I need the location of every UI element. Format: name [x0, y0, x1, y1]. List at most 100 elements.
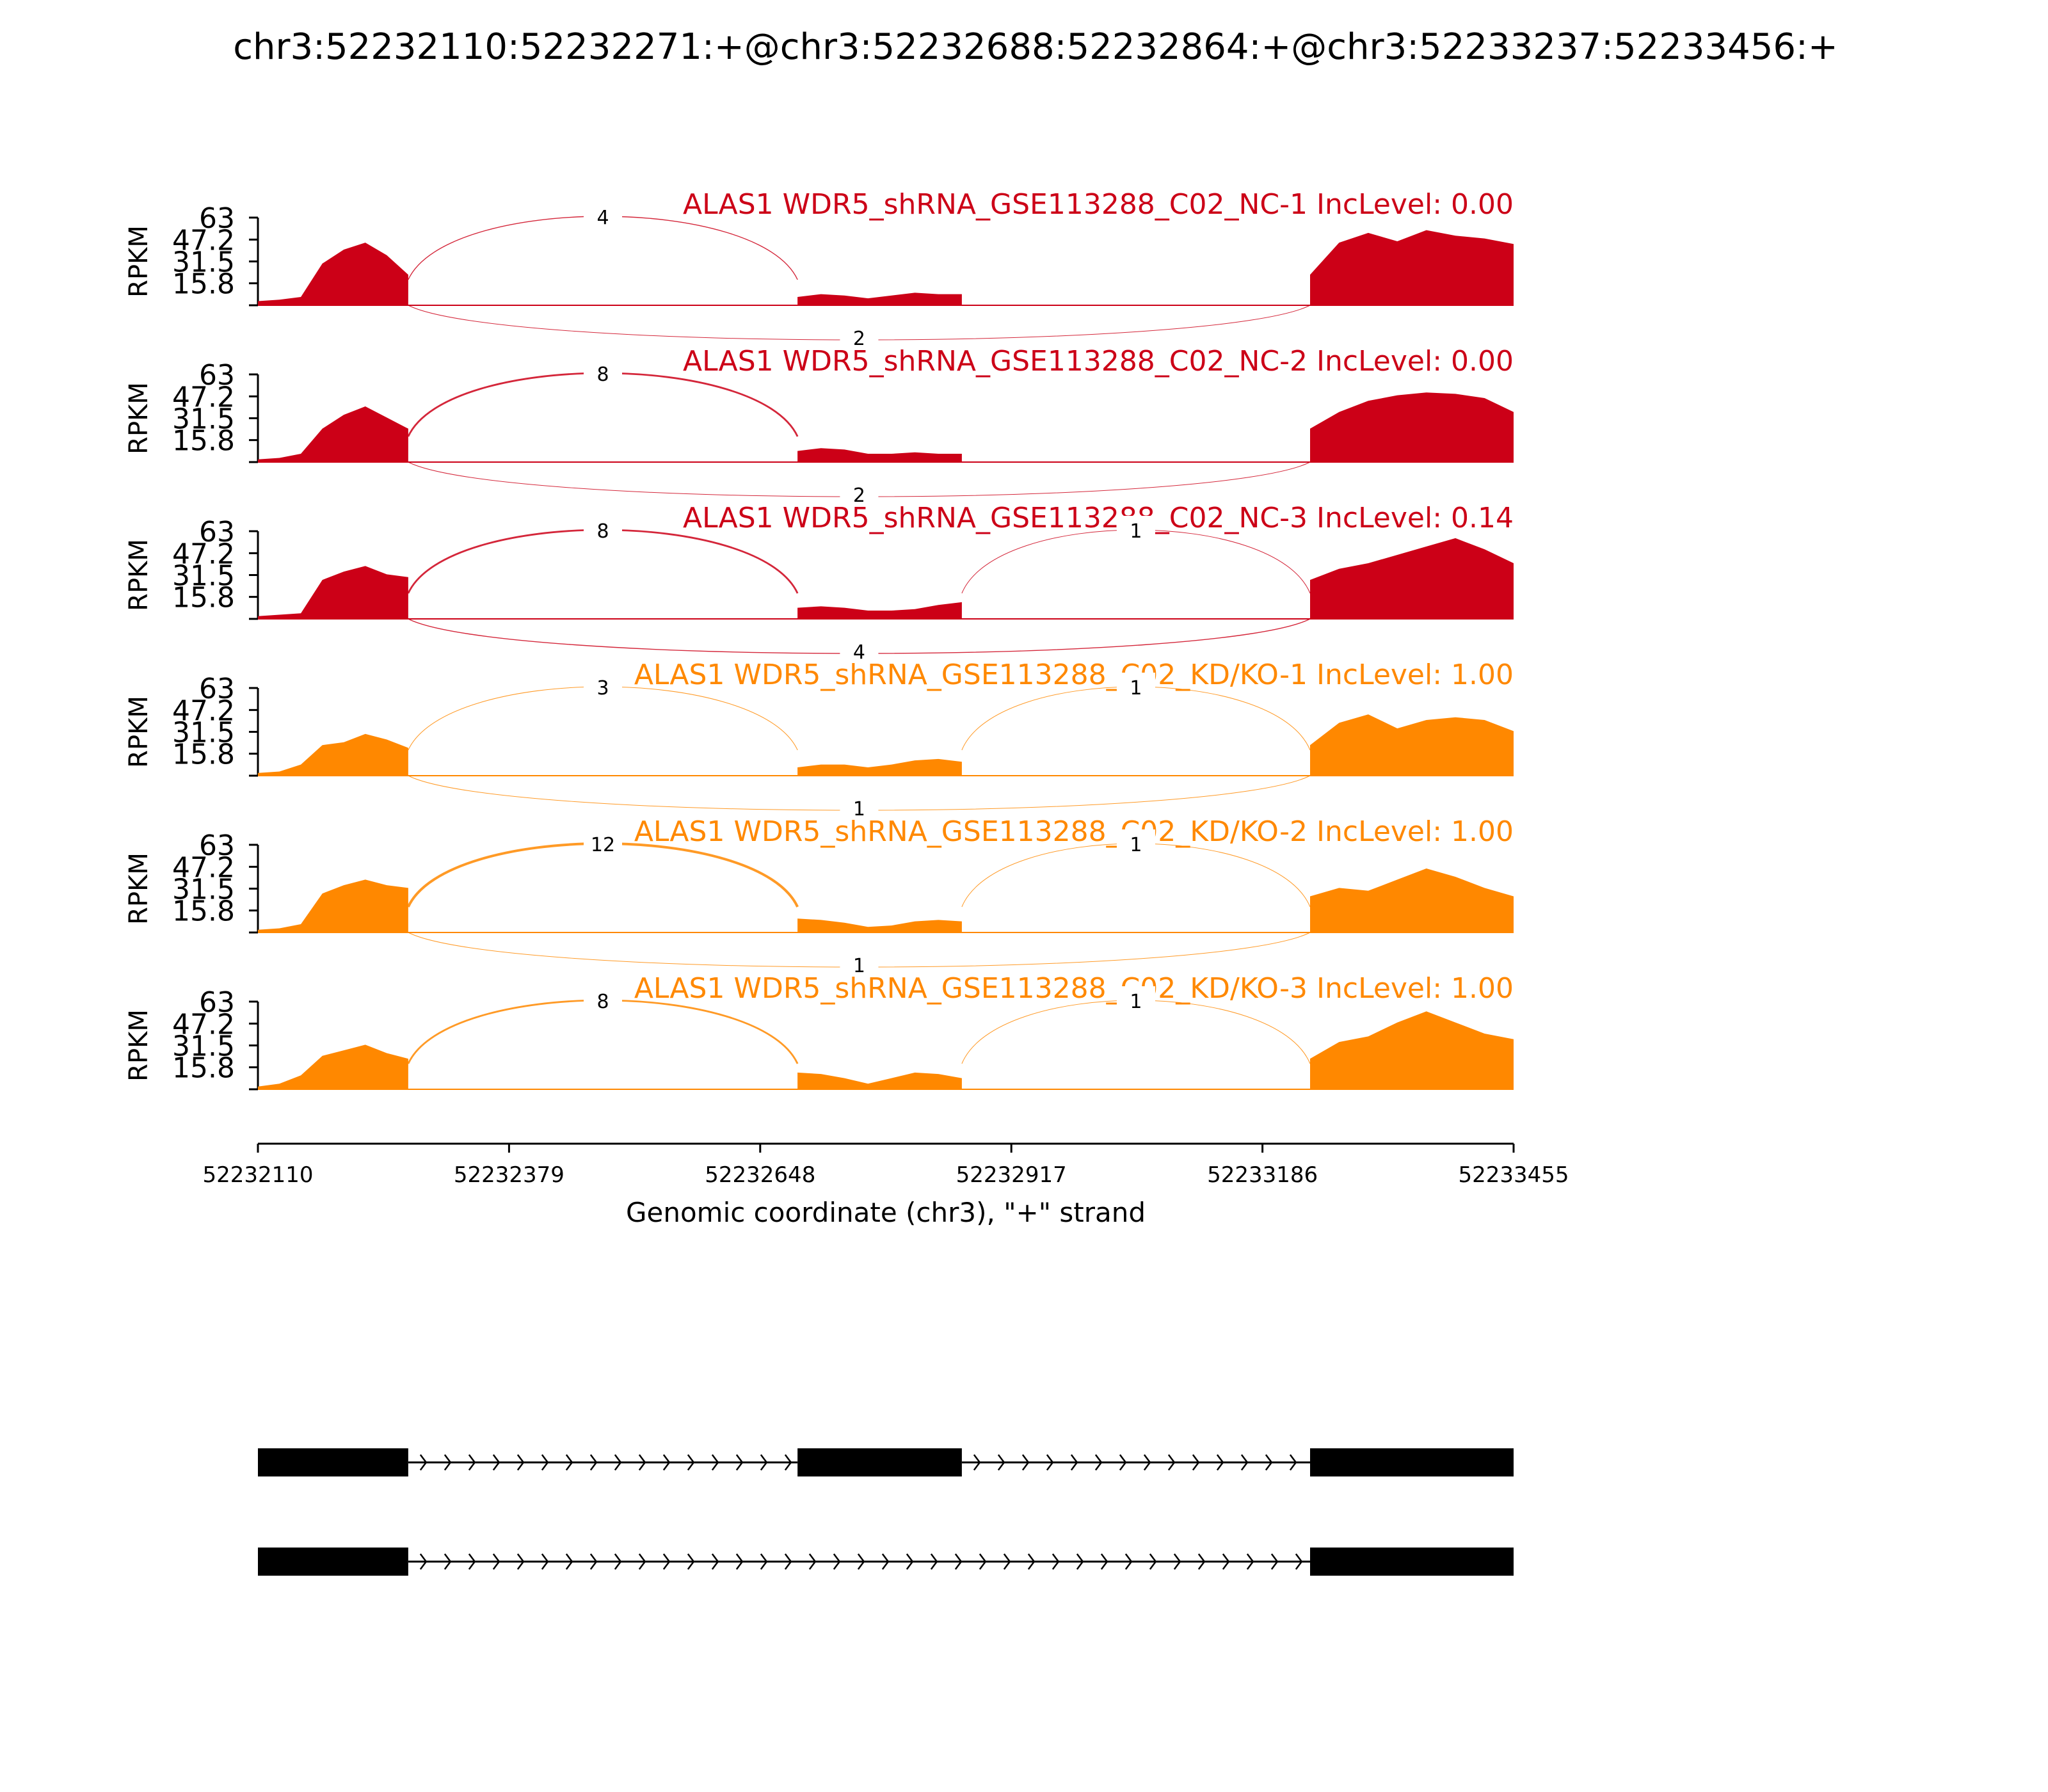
strand-arrow-icon: [1052, 1553, 1060, 1570]
junction-count: 2: [853, 484, 865, 507]
strand-arrow-icon: [1222, 1553, 1230, 1570]
x-axis: 52232110 52232379 52232648 52232917 52233186…: [202, 1142, 1569, 1228]
coverage-area: [258, 406, 408, 462]
x-tick-label: 52233455: [1458, 1162, 1569, 1188]
strand-arrow-icon: [419, 1553, 428, 1570]
x-tick-label: 52232110: [202, 1162, 313, 1188]
strand-arrow-icon: [784, 1454, 792, 1471]
junction-label-bg: [584, 359, 623, 385]
junction-count: 8: [596, 520, 609, 543]
strand-arrow-icon: [1167, 1454, 1176, 1471]
y-tick-label: 31.5: [172, 403, 235, 436]
strand-arrow-icon: [784, 1553, 792, 1570]
coverage-area: [258, 879, 408, 932]
strand-arrow-icon: [541, 1553, 549, 1570]
y-axis-label: RPKM: [124, 1009, 154, 1082]
strand-arrow-icon: [492, 1553, 500, 1570]
strand-arrow-icon: [662, 1553, 671, 1570]
coverage-area: [1309, 714, 1514, 776]
coverage-area: [1309, 868, 1514, 932]
junction-count: 8: [596, 364, 609, 386]
coverage-area: [258, 566, 408, 619]
y-tick-label: 63: [199, 516, 235, 548]
y-tick-label: 63: [199, 673, 235, 705]
coverage-area: [258, 1044, 408, 1089]
strand-arrow-icon: [954, 1553, 963, 1570]
strand-arrow-icon: [589, 1454, 598, 1471]
strand-arrow-icon: [1240, 1454, 1249, 1471]
junction-label-bg: [584, 202, 623, 228]
isoform-panel: [258, 1448, 1514, 1576]
junction-label-bg: [584, 673, 623, 698]
x-tick-label: 52232379: [454, 1162, 564, 1188]
x-axis-label: Genomic coordinate (chr3), "+" strand: [626, 1197, 1146, 1228]
track-label: ALAS1 WDR5_shRNA_GSE113288_C02_NC-1 IncL…: [683, 188, 1514, 221]
coverage-area: [797, 758, 962, 776]
strand-arrow-icon: [541, 1454, 549, 1471]
strand-arrow-icon: [492, 1454, 500, 1471]
strand-arrow-icon: [1149, 1553, 1157, 1570]
strand-arrow-icon: [1295, 1553, 1303, 1570]
y-tick-label: 15.8: [172, 425, 235, 458]
strand-arrow-icon: [1076, 1553, 1084, 1570]
y-tick-label: 31.5: [172, 874, 235, 906]
y-tick-label: 63: [199, 829, 235, 862]
junction-label-bg: [840, 323, 879, 349]
track-label: ALAS1 WDR5_shRNA_GSE113288_C02_KD/KO-2 I…: [634, 815, 1514, 848]
exon-block: [797, 1448, 962, 1476]
strand-arrow-icon: [979, 1553, 987, 1570]
coverage-area: [797, 1072, 962, 1089]
strand-arrow-icon: [833, 1553, 841, 1570]
strand-arrow-icon: [614, 1454, 622, 1471]
y-axis-label: RPKM: [124, 696, 154, 768]
y-axis-label: RPKM: [124, 852, 154, 925]
strand-arrow-icon: [565, 1553, 573, 1570]
strand-arrow-icon: [857, 1553, 865, 1570]
y-tick-label: 47.2: [172, 381, 235, 413]
track-label: ALAS1 WDR5_shRNA_GSE113288_C02_KD/KO-1 I…: [634, 659, 1514, 691]
junction-count: 1: [1130, 834, 1142, 856]
junction-label-bg: [1116, 986, 1155, 1012]
strand-arrow-icon: [1216, 1454, 1224, 1471]
coverage-area: [797, 448, 962, 462]
track-label: ALAS1 WDR5_shRNA_GSE113288_C02_NC-3 IncL…: [683, 502, 1514, 534]
exon-block: [258, 1448, 408, 1476]
strand-arrow-icon: [516, 1454, 525, 1471]
strand-arrow-icon: [1124, 1553, 1133, 1570]
junction-count: 1: [853, 955, 865, 977]
strand-arrow-icon: [1192, 1454, 1200, 1471]
junction-label-bg: [840, 794, 879, 819]
strand-arrow-icon: [468, 1553, 476, 1570]
y-tick-label: 63: [199, 202, 235, 235]
strand-arrow-icon: [881, 1553, 890, 1570]
y-tick-label: 63: [199, 986, 235, 1019]
strand-arrow-icon: [930, 1553, 938, 1570]
strand-arrow-icon: [760, 1454, 768, 1471]
strand-arrow-icon: [516, 1553, 525, 1570]
y-tick-label: 47.2: [172, 851, 235, 884]
strand-arrow-icon: [735, 1454, 744, 1471]
strand-arrow-icon: [1119, 1454, 1127, 1471]
strand-arrow-icon: [1100, 1553, 1108, 1570]
junction-count: 12: [591, 834, 615, 856]
coverage-area: [1309, 392, 1514, 462]
junction-count: 1: [853, 798, 865, 820]
exon-block: [258, 1548, 408, 1576]
y-axis-label: RPKM: [124, 539, 154, 611]
junction-label-bg: [1116, 829, 1155, 855]
strand-arrow-icon: [1070, 1454, 1078, 1471]
strand-arrow-icon: [711, 1454, 719, 1471]
strand-arrow-icon: [565, 1454, 573, 1471]
junction-count: 4: [596, 207, 609, 229]
coverage-area: [797, 602, 962, 619]
y-tick-label: 15.8: [172, 1052, 235, 1085]
y-tick-label: 47.2: [172, 1008, 235, 1041]
exon-block: [1309, 1448, 1514, 1476]
strand-arrow-icon: [1173, 1553, 1181, 1570]
junction-label-bg: [1116, 516, 1155, 541]
exon-block: [1309, 1548, 1514, 1576]
